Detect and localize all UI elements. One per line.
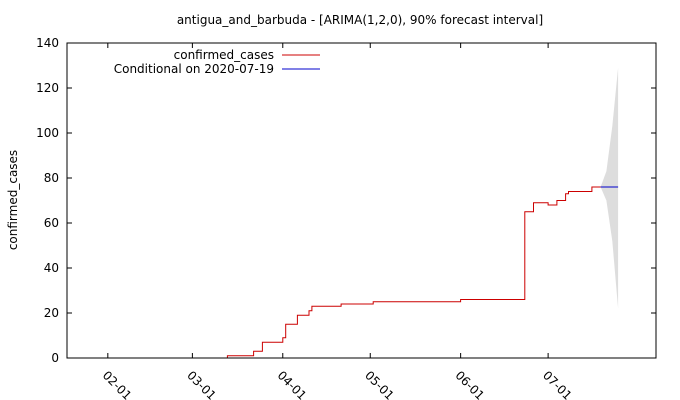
y-tick-label: 40 xyxy=(44,261,59,275)
y-axis-label: confirmed_cases xyxy=(6,150,20,250)
x-tick-label: 06-01 xyxy=(453,368,488,400)
series-layer xyxy=(221,186,619,359)
legend: confirmed_cases Conditional on 2020-07-1… xyxy=(114,48,320,76)
legend-label-confirmed-cases: confirmed_cases xyxy=(174,48,274,62)
x-tick-label: 02-01 xyxy=(100,368,135,400)
x-tick-label: 03-01 xyxy=(184,368,219,400)
x-tick-label: 07-01 xyxy=(540,368,575,400)
plot-frame xyxy=(66,42,657,359)
legend-label-conditional: Conditional on 2020-07-19 xyxy=(114,62,274,76)
x-axis-ticks: 02-01 03-01 04-01 05-01 06-01 07-01 xyxy=(100,43,575,400)
y-tick-label: 140 xyxy=(36,36,59,50)
x-tick-label: 05-01 xyxy=(362,368,397,400)
y-tick-label: 120 xyxy=(36,81,59,95)
y-tick-label: 20 xyxy=(44,306,59,320)
y-tick-label: 80 xyxy=(44,171,59,185)
series-line-confirmed-cases xyxy=(221,186,601,359)
y-tick-label: 0 xyxy=(51,351,59,365)
chart-title: antigua_and_barbuda - [ARIMA(1,2,0), 90%… xyxy=(177,13,543,27)
y-tick-label: 60 xyxy=(44,216,59,230)
y-tick-label: 100 xyxy=(36,126,59,140)
x-tick-label: 04-01 xyxy=(275,368,310,400)
forecast-interval-layer xyxy=(600,67,619,309)
forecast-interval-band xyxy=(600,67,619,309)
y-axis-ticks: 0 20 40 60 80 100 120 140 xyxy=(36,36,656,365)
